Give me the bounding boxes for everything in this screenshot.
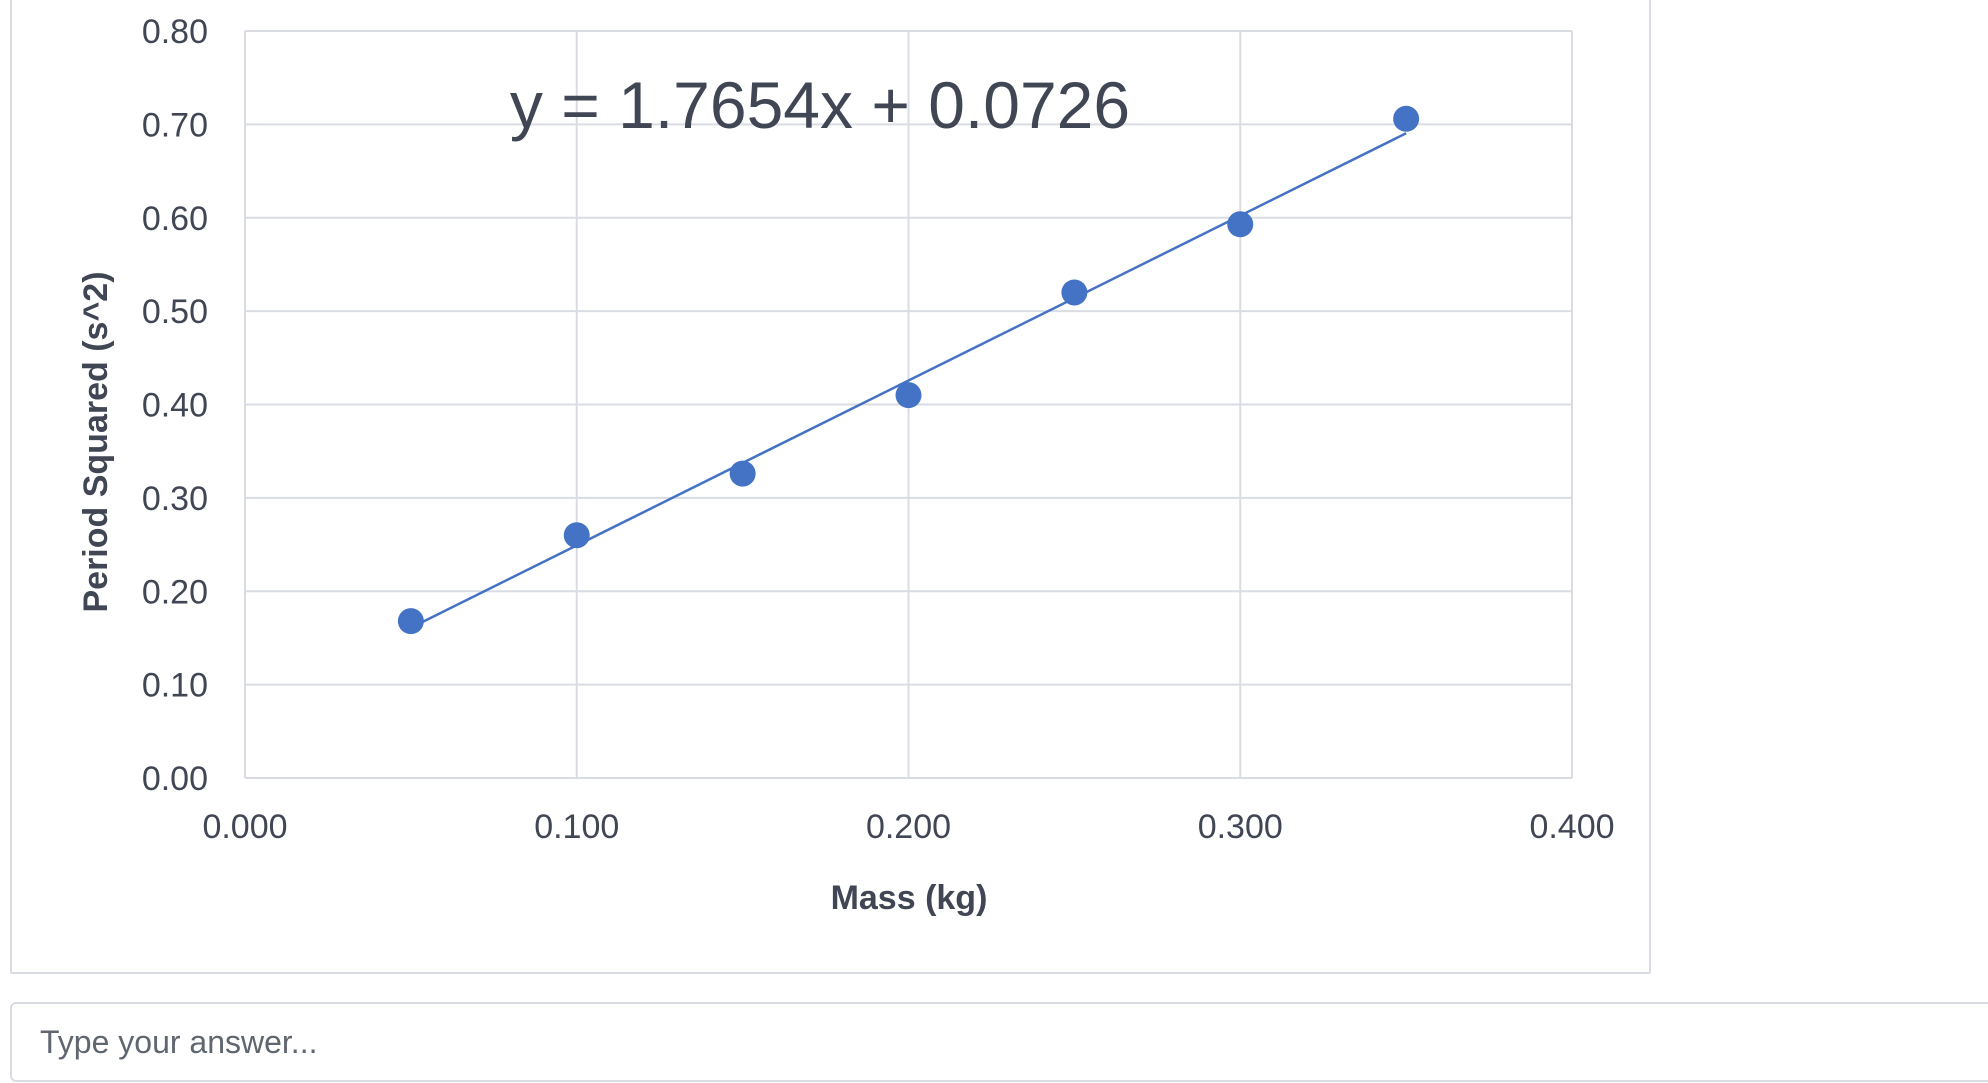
labels: y = 1.7654x + 0.0726 Mass (kg) Period Sq…	[77, 68, 1130, 917]
y-tick-label: 0.40	[142, 387, 208, 425]
y-tick-label: 0.60	[142, 200, 208, 238]
x-tick-label: 0.200	[866, 808, 951, 846]
axes: 0.00 0.10 0.20 0.30 0.40 0.50 0.60 0.70 0.80 0.00…	[142, 13, 1615, 846]
data-point	[563, 522, 590, 549]
scatter-chart: 0.00 0.10 0.20 0.30 0.40 0.50 0.60 0.70 0.80 0.00…	[77, 13, 1615, 917]
x-tick-label: 0.300	[1198, 808, 1283, 846]
x-axis-title: Mass (kg)	[831, 879, 988, 917]
answer-input[interactable]	[10, 1002, 1988, 1082]
chart-container: 0.00 0.10 0.20 0.30 0.40 0.50 0.60 0.70 0.80 0.00…	[10, 0, 1651, 974]
y-tick-label: 0.10	[142, 667, 208, 705]
data-point	[1061, 279, 1088, 306]
y-axis-title: Period Squared (s^2)	[77, 271, 115, 612]
y-tick-label: 0.20	[142, 573, 208, 611]
data-point	[729, 460, 756, 487]
y-tick-label: 0.70	[142, 106, 208, 144]
y-tick-label: 0.30	[142, 480, 208, 518]
x-tick-label: 0.100	[534, 808, 619, 846]
x-tick-label: 0.000	[202, 808, 287, 846]
data-points	[397, 105, 1420, 635]
y-tick-label: 0.00	[142, 760, 208, 798]
data-point	[1227, 211, 1254, 238]
data-point	[397, 608, 424, 635]
x-tick-label: 0.400	[1529, 808, 1614, 846]
trendline-equation: y = 1.7654x + 0.0726	[510, 68, 1130, 142]
y-tick-label: 0.80	[142, 13, 208, 51]
data-point	[1393, 105, 1420, 132]
y-tick-label: 0.50	[142, 293, 208, 331]
data-point	[895, 382, 922, 409]
